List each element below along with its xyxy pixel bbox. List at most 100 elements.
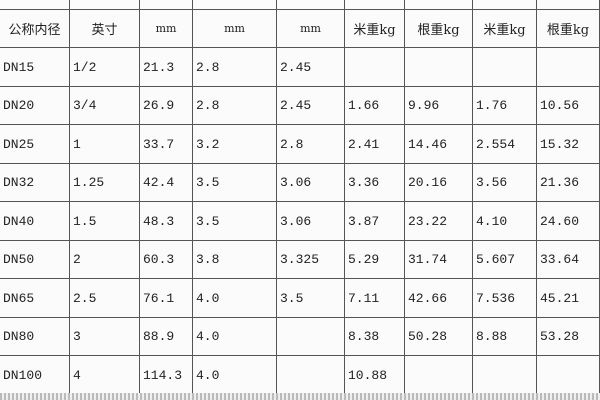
table-cell: 2.45 [277, 48, 345, 87]
table-cell: 9.96 [405, 87, 473, 125]
table-cell: 1/2 [70, 48, 140, 87]
table-cell: 114.3 [140, 356, 193, 395]
table-cell: 42.66 [405, 279, 473, 318]
header-cell-cut [277, 0, 345, 10]
table-cell: 3.5 [193, 202, 277, 241]
table-cell: 1.5 [70, 202, 140, 241]
table-cell: 3.87 [345, 202, 405, 241]
table-cell: 2.5 [70, 279, 140, 318]
header-cell: 根重kg [537, 10, 600, 48]
table-cell: 31.74 [405, 241, 473, 279]
table-cell: 1.25 [70, 164, 140, 202]
table-cell: 2.8 [277, 125, 345, 164]
table-cell: 1.66 [345, 87, 405, 125]
table-cell: 76.1 [140, 279, 193, 318]
table-cell: 7.11 [345, 279, 405, 318]
table-cell: 3.2 [193, 125, 277, 164]
table-cell: 1 [70, 125, 140, 164]
table-cell: 20.16 [405, 164, 473, 202]
table-cell: DN20 [0, 87, 70, 125]
table-cell: 3.36 [345, 164, 405, 202]
table-cell: 4.10 [473, 202, 537, 241]
table-cell: 3.8 [193, 241, 277, 279]
table-cell: DN100 [0, 356, 70, 395]
table-cell: 24.60 [537, 202, 600, 241]
header-cell: 根重kg [405, 10, 473, 48]
table-cell: 50.28 [405, 318, 473, 356]
table-cell [405, 356, 473, 395]
table-cell: 60.3 [140, 241, 193, 279]
table-cell: 2.41 [345, 125, 405, 164]
header-cell-cut [140, 0, 193, 10]
table-cell [277, 318, 345, 356]
header-cell: 米重kg [345, 10, 405, 48]
table-cell: 8.38 [345, 318, 405, 356]
table-cell: DN40 [0, 202, 70, 241]
table-cell: DN15 [0, 48, 70, 87]
table-cell [405, 48, 473, 87]
table-cell: 3.06 [277, 164, 345, 202]
table-cell: 10.88 [345, 356, 405, 395]
table-cell: DN25 [0, 125, 70, 164]
table-cell: 45.21 [537, 279, 600, 318]
table-cell: DN65 [0, 279, 70, 318]
table-cell: 21.3 [140, 48, 193, 87]
table-cell [537, 356, 600, 395]
table-cell: DN32 [0, 164, 70, 202]
table-cell: 3.325 [277, 241, 345, 279]
table-cell: 1.76 [473, 87, 537, 125]
header-cell-cut [70, 0, 140, 10]
table-cell: 15.32 [537, 125, 600, 164]
table-cell: 2.8 [193, 87, 277, 125]
header-cell-cut [345, 0, 405, 10]
table-cell: 2.45 [277, 87, 345, 125]
table-cell: 5.29 [345, 241, 405, 279]
table-cell: 42.4 [140, 164, 193, 202]
table-cell: 33.64 [537, 241, 600, 279]
header-cell: 公称内径 [0, 10, 70, 48]
table-cell: 2 [70, 241, 140, 279]
noise-strip [0, 393, 600, 400]
table-cell: 26.9 [140, 87, 193, 125]
table-cell [473, 48, 537, 87]
header-cell-cut [473, 0, 537, 10]
table-cell: 2.554 [473, 125, 537, 164]
table-cell: 33.7 [140, 125, 193, 164]
table-cell [537, 48, 600, 87]
table-cell: 3.5 [193, 164, 277, 202]
table-cell: 5.607 [473, 241, 537, 279]
header-cell-cut [537, 0, 600, 10]
table-cell: 3 [70, 318, 140, 356]
header-cell: 英寸 [70, 10, 140, 48]
table-cell: 3/4 [70, 87, 140, 125]
table-cell: 7.536 [473, 279, 537, 318]
header-cell: mm [277, 10, 345, 48]
table-cell: 4.0 [193, 279, 277, 318]
table-cell: 3.5 [277, 279, 345, 318]
header-cell: mm [140, 10, 193, 48]
table-cell: 4.0 [193, 318, 277, 356]
header-cell-cut [405, 0, 473, 10]
table-cell: DN50 [0, 241, 70, 279]
table-cell: 3.56 [473, 164, 537, 202]
table-cell: 3.06 [277, 202, 345, 241]
table-cell [473, 356, 537, 395]
table-cell: 88.9 [140, 318, 193, 356]
table-cell: 53.28 [537, 318, 600, 356]
table-cell [277, 356, 345, 395]
table-cell: 2.8 [193, 48, 277, 87]
table-cell: 10.56 [537, 87, 600, 125]
table-cell: DN80 [0, 318, 70, 356]
table-cell: 4.0 [193, 356, 277, 395]
header-cell-cut [0, 0, 70, 10]
table-cell: 21.36 [537, 164, 600, 202]
table-cell: 14.46 [405, 125, 473, 164]
table-cell: 4 [70, 356, 140, 395]
table-cell: 48.3 [140, 202, 193, 241]
header-cell: mm [193, 10, 277, 48]
header-cell-cut [193, 0, 277, 10]
header-cell: 米重kg [473, 10, 537, 48]
table-cell: 8.88 [473, 318, 537, 356]
table-cell: 23.22 [405, 202, 473, 241]
